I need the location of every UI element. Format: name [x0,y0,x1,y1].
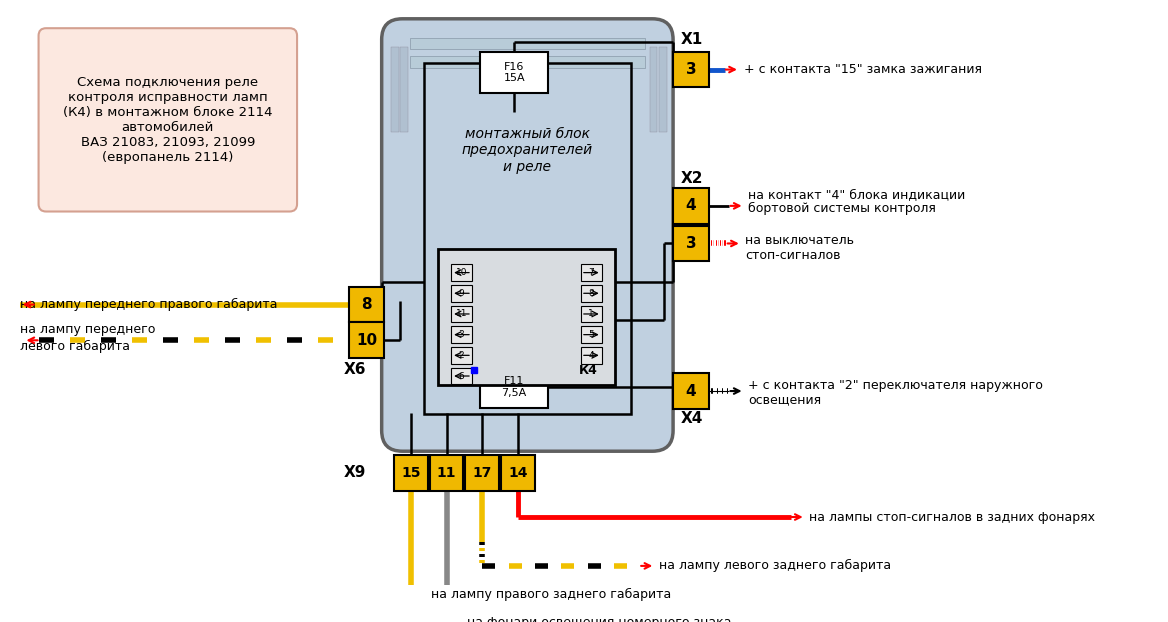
Bar [480,52,548,93]
Bar [673,226,709,261]
Bar [410,37,645,49]
Bar [349,322,384,358]
Bar [580,305,602,322]
Text: 10: 10 [456,268,467,277]
Bar [451,305,472,322]
Text: 4: 4 [589,351,595,360]
Text: освещения: освещения [749,393,821,406]
Text: Схема подключения реле
контроля исправности ламп
(К4) в монтажном блоке 2114
авт: Схема подключения реле контроля исправно… [63,76,272,164]
Bar [451,326,472,343]
Bar [673,373,709,409]
Bar [394,455,427,491]
Bar [410,57,645,68]
Bar [501,455,535,491]
Text: стоп-сигналов: стоп-сигналов [745,249,841,262]
Bar [465,455,499,491]
Text: левого габарита: левого габарита [20,340,130,353]
Bar [424,63,631,414]
Text: на лампу переднего: на лампу переднего [20,323,155,337]
Text: 10: 10 [356,333,377,348]
Bar [480,366,548,408]
Text: К4: К4 [579,364,598,377]
Text: 7: 7 [589,268,595,277]
Text: X4: X4 [681,411,703,426]
Text: 3: 3 [459,330,465,339]
Bar [349,287,384,322]
Bar [451,368,472,384]
Text: 4: 4 [686,198,696,213]
Bar [401,47,408,132]
Text: бортовой системы контроля: бортовой системы контроля [749,202,937,215]
Text: X9: X9 [343,465,366,480]
Text: 1: 1 [589,310,595,318]
Text: на выключатель: на выключатель [745,234,855,247]
Bar [430,455,464,491]
Text: на лампу правого заднего габарита: на лампу правого заднего габарита [431,588,672,601]
Bar [391,47,398,132]
Text: X6: X6 [345,362,367,377]
Text: 9: 9 [459,289,465,298]
Bar [673,52,709,88]
Text: на лампу переднего правого габарита: на лампу переднего правого габарита [20,298,277,311]
Bar [580,347,602,364]
Text: 11: 11 [456,310,467,318]
Text: 17: 17 [473,466,492,480]
Text: + с контакта "2" переключателя наружного: + с контакта "2" переключателя наружного [749,379,1043,392]
Bar [451,347,472,364]
FancyBboxPatch shape [382,19,673,451]
Text: 4: 4 [686,384,696,399]
Text: 8: 8 [589,289,595,298]
Text: 3: 3 [686,62,696,77]
Text: 15: 15 [401,466,420,480]
Text: монтажный блок
предохранителей
и реле: монтажный блок предохранителей и реле [461,128,593,174]
Bar [580,285,602,302]
Bar [580,326,602,343]
Text: на фонари освещения номерного знака: на фонари освещения номерного знака [467,616,731,622]
Text: 2: 2 [459,351,465,360]
Text: на контакт "4" блока индикации: на контакт "4" блока индикации [749,188,966,201]
Text: X2: X2 [681,171,703,186]
Text: 14: 14 [508,466,528,480]
Text: 6: 6 [459,371,465,381]
Text: на лампу левого заднего габарита: на лампу левого заднего габарита [659,559,891,572]
Text: F11
7,5А: F11 7,5А [501,376,527,398]
Text: 11: 11 [437,466,457,480]
Text: 3: 3 [686,236,696,251]
Bar [673,188,709,224]
Text: 5: 5 [589,330,595,339]
Bar [451,285,472,302]
Text: на лампы стоп-сигналов в задних фонарях: на лампы стоп-сигналов в задних фонарях [809,511,1096,524]
Text: 8: 8 [361,297,371,312]
Bar [580,264,602,281]
Bar [649,47,658,132]
Text: X1: X1 [681,32,703,47]
Bar [451,264,472,281]
Bar [438,249,614,386]
FancyBboxPatch shape [39,28,297,211]
Text: + с контакта "15" замка зажигания: + с контакта "15" замка зажигания [744,63,981,76]
Bar [659,47,667,132]
Text: F16
15А: F16 15А [503,62,526,83]
